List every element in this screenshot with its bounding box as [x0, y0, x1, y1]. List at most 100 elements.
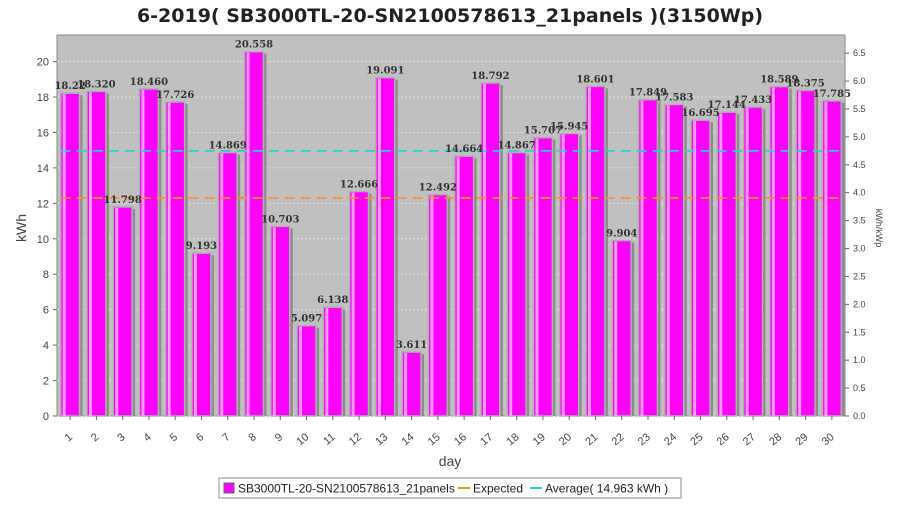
y-axis-label: kWh [13, 214, 29, 242]
y2-tick-label: 6.5 [853, 48, 866, 58]
bar-highlight [719, 113, 723, 416]
y-tick-label: 4 [43, 340, 49, 352]
data-label: 16.695 [681, 108, 719, 119]
x-tick-label: 25 [688, 431, 705, 448]
legend: SB3000TL-20-SN2100578613_21panels Expecte… [218, 477, 682, 499]
x-tick-label: 20 [557, 431, 574, 448]
grid-lines [57, 61, 845, 417]
bar-highlight [62, 94, 66, 417]
x-tick-label: 28 [767, 431, 784, 448]
data-label: 17.785 [813, 89, 851, 100]
data-label: 18.375 [786, 78, 824, 89]
bar-highlight [167, 102, 171, 417]
y-tick-label: 6 [43, 305, 49, 317]
y2-tick-label: 2.5 [853, 271, 866, 281]
x-tick-label: 12 [347, 431, 364, 448]
data-label: 10.703 [261, 214, 299, 225]
data-label: 18.792 [471, 71, 509, 82]
bar-highlight [377, 78, 381, 416]
bar-highlight [798, 91, 802, 417]
y-axis-right: 0.0 0.5 1.0 1.5 2.0 2.5 3.0 3.5 4.0 4.5 5.0 5.5 6.0 6… [844, 35, 866, 421]
y-tick-label: 12 [37, 198, 49, 210]
legend-swatch-bars [223, 482, 235, 494]
x-tick-label: 24 [662, 431, 679, 448]
bar-highlight [404, 353, 408, 416]
data-label: 9.193 [186, 241, 217, 252]
x-axis: 1 2 3 4 5 6 7 8 9 10 11 12 13 14 15 16 17 18 19 20 21 22 23 24 2… [63, 416, 837, 448]
y-tick-label: 8 [43, 269, 49, 281]
x-tick-label: 18 [504, 431, 521, 448]
bar-highlight [640, 100, 644, 416]
bar-highlight [141, 89, 145, 416]
y2-tick-label: 0.5 [853, 383, 866, 393]
y-tick-label: 0 [43, 411, 49, 423]
y2-axis-label: kWh/kWp [874, 209, 884, 248]
bar-highlight [535, 138, 539, 416]
x-tick-label: 2 [89, 431, 101, 444]
bar-highlight [115, 207, 119, 416]
legend-box [218, 477, 682, 499]
bar-highlight [430, 195, 434, 416]
legend-item-bars: SB3000TL-20-SN2100578613_21panels [238, 482, 455, 496]
data-label: 17.433 [734, 95, 772, 106]
data-label: 19.091 [366, 66, 404, 77]
chart-title: 6-2019( SB3000TL-20-SN2100578613_21panel… [137, 5, 763, 27]
y2-tick-label: 5.5 [853, 104, 866, 114]
bar-highlight [88, 92, 92, 417]
y2-tick-label: 4.5 [853, 160, 866, 170]
x-tick-label: 19 [531, 431, 548, 448]
data-label: 15.945 [550, 121, 588, 132]
x-tick-label: 6 [194, 431, 206, 444]
data-label: 5.097 [291, 314, 322, 325]
plot-area [56, 34, 846, 417]
x-tick-label: 17 [478, 431, 495, 448]
y2-tick-label: 5.0 [853, 132, 866, 142]
bar-highlight [666, 105, 670, 417]
bar-highlight [614, 241, 618, 416]
x-tick-label: 16 [452, 431, 469, 448]
x-tick-label: 5 [168, 431, 180, 444]
x-tick-label: 30 [820, 431, 837, 448]
data-label: 18.22 [54, 81, 85, 92]
x-tick-label: 15 [426, 431, 443, 448]
legend-item-average: Average( 14.963 kWh ) [545, 482, 668, 496]
bar-highlight [272, 227, 276, 416]
legend-item-expected: Expected [473, 482, 523, 496]
y-tick-label: 14 [37, 163, 49, 175]
x-tick-label: 10 [294, 431, 311, 448]
data-label: 17.849 [629, 88, 667, 99]
bar-highlight [824, 101, 828, 417]
y-tick-label: 2 [43, 376, 49, 388]
bar-highlight [351, 192, 355, 416]
bar-highlight [745, 108, 749, 417]
x-tick-label: 21 [583, 431, 600, 448]
x-tick-label: 11 [321, 431, 337, 448]
x-tick-label: 8 [247, 431, 259, 444]
x-tick-label: 22 [610, 431, 627, 448]
bar-highlight [561, 134, 565, 417]
data-label: 3.611 [396, 340, 427, 351]
bar-highlight [299, 326, 303, 416]
y-axis-left: 0 2 4 6 8 10 12 14 16 18 20 [37, 57, 57, 423]
y2-tick-label: 3.5 [853, 216, 866, 226]
x-tick-label: 7 [220, 431, 232, 444]
data-label: 9.904 [606, 228, 637, 239]
x-tick-label: 3 [115, 431, 127, 444]
x-tick-label: 14 [399, 431, 416, 448]
y-tick-label: 10 [37, 234, 49, 246]
data-label: 18.460 [130, 77, 168, 88]
y-tick-label: 16 [37, 127, 49, 139]
x-tick-label: 26 [715, 431, 732, 448]
y2-tick-label: 6.0 [853, 76, 866, 86]
bar-series [59, 50, 845, 417]
bar-highlight [246, 52, 250, 416]
bar-highlight [482, 83, 486, 416]
data-label: 14.869 [209, 141, 247, 152]
data-label: 12.666 [340, 180, 378, 191]
bar-highlight [693, 121, 697, 416]
x-tick-label: 9 [273, 431, 285, 444]
x-tick-label: 27 [741, 431, 758, 448]
